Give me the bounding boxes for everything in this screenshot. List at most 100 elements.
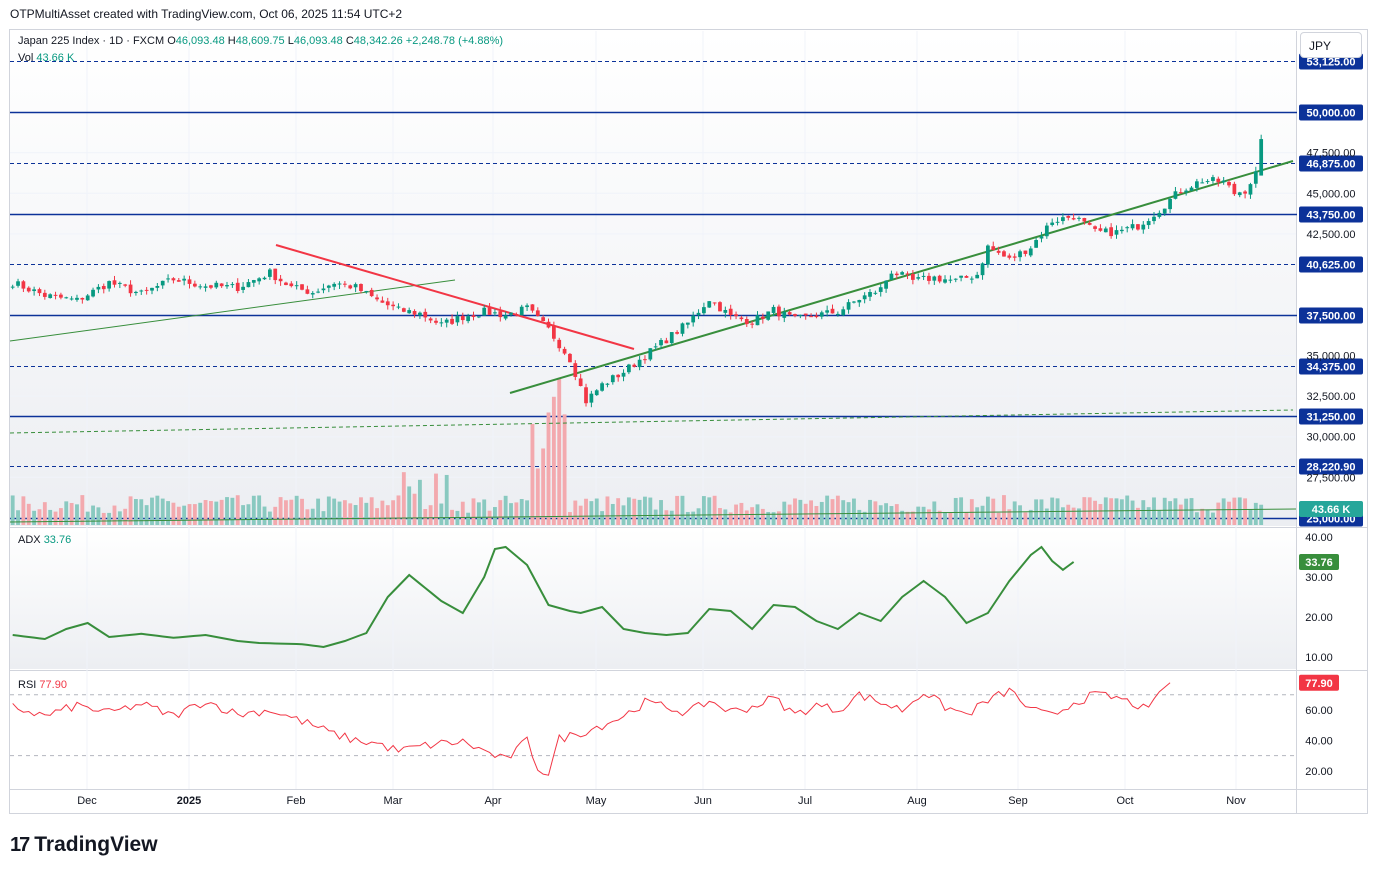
volume-bar [37, 509, 42, 525]
volume-bar [144, 505, 149, 525]
volume-bar [375, 508, 379, 525]
volume-bar [728, 512, 733, 525]
candle-body [937, 275, 942, 282]
price-tick: 27,500.00 [1307, 472, 1356, 484]
candle-body [1178, 192, 1183, 194]
legend-c-label: C [345, 35, 354, 47]
volume-bar [894, 504, 899, 525]
candle-body [594, 390, 599, 396]
legend-low: 46,093.48 [293, 35, 343, 47]
volume-bar [1237, 497, 1242, 525]
volume-bar [546, 412, 551, 525]
volume-bar [209, 501, 213, 525]
volume-bar [830, 499, 835, 525]
candle-body [450, 318, 454, 324]
volume-bar [685, 511, 690, 525]
volume-bar [1093, 500, 1097, 525]
volume-bar [1071, 507, 1076, 525]
volume-bar [166, 501, 170, 525]
volume-bar [401, 472, 406, 525]
volume-bar [814, 506, 819, 525]
volume-bar [884, 503, 889, 525]
candle-body [503, 315, 508, 319]
candle-body [814, 315, 819, 318]
volume-bar [782, 501, 787, 525]
time-axis: Dec 2025 Feb Mar Apr May Jun Jul Aug Sep Oct Nov [77, 795, 1246, 807]
volume-bar [959, 497, 964, 525]
volume-bar [1232, 497, 1237, 525]
candle-body [878, 287, 883, 292]
trendline-red [275, 244, 635, 350]
tradingview-logo[interactable]: 17 TradingView [10, 833, 158, 857]
candle-body [294, 285, 299, 287]
candle-body [380, 300, 385, 303]
price-tick: 42,500.00 [1307, 229, 1356, 241]
volume-bar [760, 508, 765, 525]
candle-body [385, 301, 390, 306]
candle-body [546, 321, 551, 328]
candle-body [1146, 221, 1151, 226]
price-axis: 47,500.00 45,000.00 42,500.00 35,000.00 32,5… [1307, 148, 1356, 485]
legend-open: 46,093.48 [175, 35, 225, 47]
volume-bar [701, 496, 706, 525]
volume-bar [101, 512, 106, 525]
volume-bar [889, 506, 894, 525]
volume-bar [1173, 498, 1178, 525]
candle-body [1205, 181, 1210, 183]
candle-body [932, 276, 937, 281]
candle-body [691, 315, 696, 323]
candle-body [230, 284, 235, 286]
volume-bar [1002, 495, 1006, 525]
currency-selector[interactable]: JPY [1300, 32, 1362, 58]
volume-bar [262, 506, 267, 525]
candle-body [578, 378, 583, 387]
candle-body [873, 292, 878, 294]
candle-body [310, 293, 315, 295]
volume-bar [1227, 501, 1231, 525]
volume-bar [1205, 509, 1210, 525]
candle-body [573, 363, 578, 377]
candle-body [1152, 216, 1156, 222]
rsi-line [12, 682, 1171, 776]
price-pane-bg [10, 31, 1296, 526]
volume-bar [669, 510, 674, 525]
volume-bar [975, 507, 980, 525]
volume-bar [648, 497, 653, 525]
candle-body [493, 312, 497, 314]
volume-bar [417, 479, 422, 525]
volume-bar [637, 499, 642, 525]
header-credit: OTPMultiAsset created with TradingView.c… [10, 7, 403, 21]
level-label: 43,750.00 [1307, 210, 1356, 222]
volume-bar [1039, 499, 1044, 525]
level-badge [1299, 206, 1363, 223]
volume-bar [809, 500, 813, 525]
volume-bar [514, 502, 519, 525]
volume-bar [841, 500, 846, 525]
candle-body [64, 297, 69, 299]
volume-bar [509, 503, 513, 525]
candle-body [423, 311, 428, 318]
volume-bar [241, 505, 246, 525]
candle-body [857, 299, 862, 303]
candle-body [1018, 251, 1022, 258]
candle-body [718, 302, 722, 312]
candle-body [123, 284, 128, 286]
candle-body [669, 332, 674, 344]
volume-bar [1152, 497, 1156, 525]
candle-body [557, 339, 562, 349]
volume-bar [1130, 500, 1135, 525]
candle-body [637, 359, 642, 368]
candle-body [1044, 225, 1049, 237]
volume-bar [878, 505, 883, 525]
volume-bar [80, 495, 85, 525]
volume-bar [562, 414, 567, 525]
volume-bar [289, 499, 294, 525]
volume-bar [1216, 502, 1221, 525]
time-tick: Jul [798, 795, 812, 807]
candle-body [894, 273, 899, 276]
volume-bar [862, 511, 867, 525]
legend-volume: Vol 43.66 K [18, 52, 74, 64]
time-tick: Apr [484, 795, 501, 807]
rsi-pane-bg [10, 672, 1296, 789]
